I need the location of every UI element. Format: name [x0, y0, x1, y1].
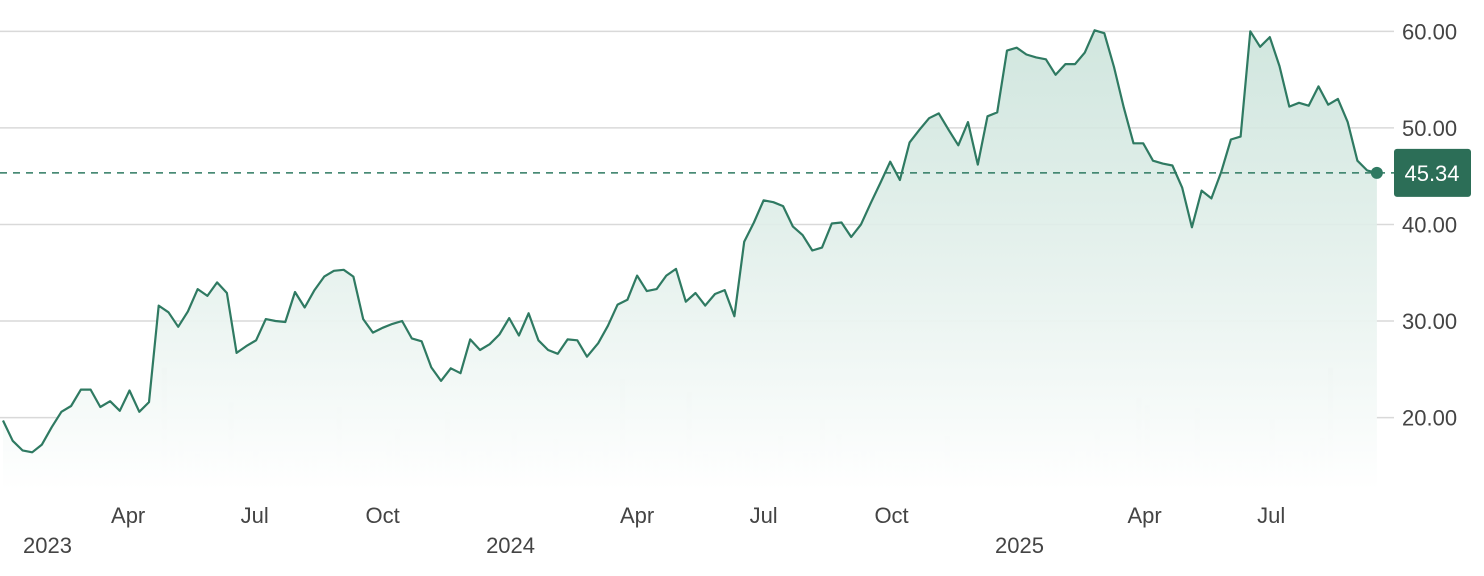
x-tick-month: Apr — [111, 503, 145, 528]
x-tick-month: Apr — [1128, 503, 1162, 528]
price-line-path — [2, 29, 1378, 454]
last-price-dot — [1370, 166, 1383, 179]
last-price-badge — [1394, 148, 1471, 197]
x-tick-year: 2024 — [486, 533, 535, 558]
price-line — [2, 29, 1378, 454]
last-price-marker: 45.34 — [0, 148, 1471, 197]
x-tick-month: Jul — [750, 503, 778, 528]
x-tick-month: Oct — [874, 503, 908, 528]
y-tick-label: 60.00 — [1402, 19, 1457, 44]
x-tick-month: Jul — [241, 503, 269, 528]
y-tick-label: 40.00 — [1402, 212, 1457, 237]
y-tick-label: 30.00 — [1402, 309, 1457, 334]
x-tick-month: Apr — [620, 503, 654, 528]
x-axis-ticks: Apr Jul Oct Apr Jul Oct Apr Jul 2023 2024 2025 — [23, 503, 1285, 558]
x-tick-year: 2023 — [23, 533, 72, 558]
price-area-fill — [3, 30, 1377, 491]
y-tick-label: 20.00 — [1402, 406, 1457, 431]
x-tick-month: Oct — [366, 503, 400, 528]
y-axis-ticks: 20.00 30.00 40.00 50.00 60.00 — [1402, 19, 1457, 430]
last-price-label: 45.34 — [1404, 161, 1459, 186]
y-tick-label: 50.00 — [1402, 116, 1457, 141]
x-tick-year: 2025 — [995, 533, 1044, 558]
price-area — [3, 30, 1377, 491]
x-tick-month: Jul — [1257, 503, 1285, 528]
